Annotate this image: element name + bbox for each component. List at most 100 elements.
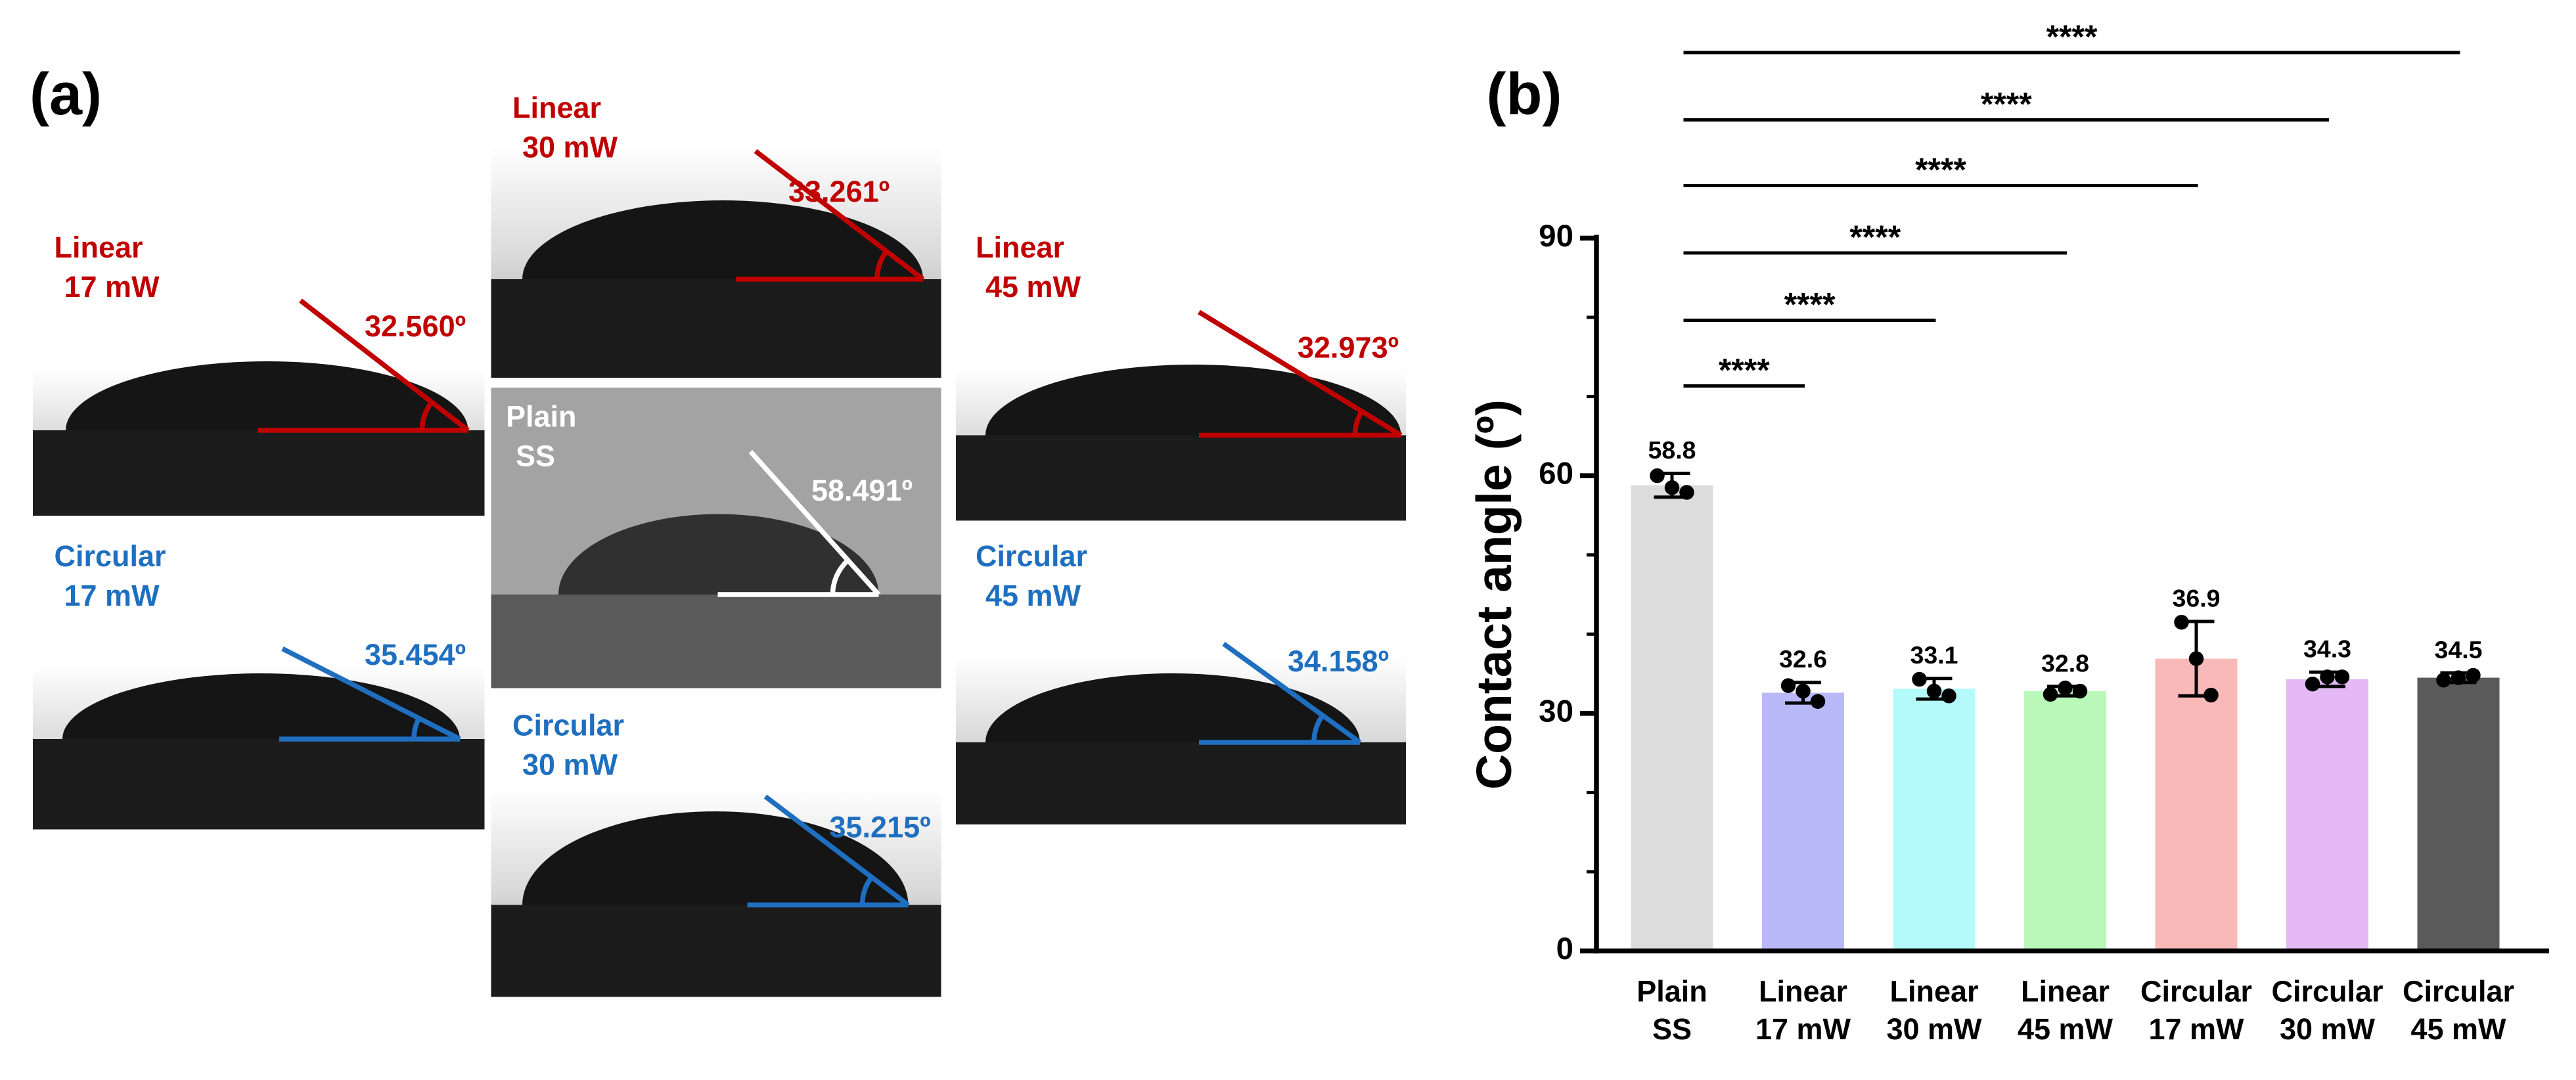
angle-label: 58.491º	[811, 474, 913, 507]
substrate	[491, 279, 941, 378]
data-point	[2451, 670, 2466, 685]
x-tick-label: 30 mW	[1886, 1012, 1982, 1046]
angle-label: 35.454º	[365, 638, 466, 671]
value-label: 32.8	[2041, 649, 2089, 677]
angle-arc	[859, 875, 874, 905]
angle-label: 35.215º	[830, 810, 931, 844]
x-tick-label: Plain	[1637, 974, 1707, 1008]
data-point	[2058, 681, 2073, 696]
angle-arc	[1311, 713, 1325, 743]
substrate	[956, 435, 1406, 521]
data-point	[2072, 683, 2088, 699]
substrate	[491, 905, 941, 997]
droplet	[522, 200, 923, 280]
x-tick-label: Circular	[2271, 974, 2383, 1008]
data-point	[1796, 683, 1811, 699]
x-tick-label: Circular	[2403, 974, 2514, 1008]
data-point	[2320, 669, 2335, 685]
data-point	[1679, 485, 1694, 500]
significance-label: ****	[1981, 86, 2032, 123]
substrate	[33, 430, 485, 516]
data-point	[2305, 676, 2320, 692]
photo-title: Circular	[55, 539, 166, 573]
data-point	[2436, 672, 2451, 688]
tangent-line	[281, 646, 461, 742]
tangent-line	[754, 149, 925, 281]
data-point	[1941, 688, 1956, 704]
data-point	[2188, 651, 2204, 666]
tangent-line	[748, 449, 881, 596]
angle-label: 33.261º	[788, 175, 890, 208]
angle-label: 32.560º	[365, 309, 466, 343]
data-point	[1650, 468, 1665, 484]
x-tick-label: 45 mW	[2410, 1012, 2506, 1046]
x-tick-label: 17 mW	[2148, 1012, 2244, 1046]
droplet	[66, 361, 468, 431]
angle-arc	[419, 400, 434, 431]
data-point	[1810, 694, 1826, 709]
photo-title: 45 mW	[985, 579, 1081, 612]
significance-label: ****	[1915, 152, 1966, 189]
photo-title: 17 mW	[64, 270, 160, 304]
panel-label: (a)	[30, 62, 102, 127]
angle-label: 34.158º	[1288, 644, 1389, 678]
angle-arc	[1352, 410, 1365, 436]
photo-title: Plain	[506, 399, 577, 433]
panel-label: (b)	[1487, 62, 1562, 127]
data-point	[1926, 683, 1942, 699]
significance-label: ****	[1784, 286, 1836, 323]
photo-title: Circular	[512, 708, 624, 742]
bar	[1631, 485, 1713, 951]
droplet	[558, 514, 879, 595]
substrate	[33, 739, 485, 830]
x-tick-label: Linear	[1889, 974, 1978, 1008]
tangent-line	[1222, 641, 1362, 745]
photo-title: 17 mW	[64, 579, 160, 612]
data-point	[2043, 686, 2058, 702]
angle-arc	[874, 250, 889, 280]
photo-title: Circular	[976, 539, 1087, 573]
data-point	[2334, 669, 2350, 685]
data-point	[1664, 480, 1680, 495]
data-point	[2466, 667, 2481, 683]
photo-title: 30 mW	[522, 130, 618, 164]
y-tick-label: 90	[1539, 219, 1573, 254]
photo-title: Linear	[976, 231, 1064, 264]
data-point	[2174, 614, 2189, 630]
photo-title: 45 mW	[985, 270, 1081, 304]
photo-title: Linear	[512, 91, 601, 124]
x-tick-label: Linear	[2021, 974, 2110, 1008]
y-tick-label: 60	[1539, 457, 1573, 491]
significance-label: ****	[1849, 219, 1901, 256]
photo-title: SS	[516, 439, 555, 472]
bar	[2155, 658, 2238, 951]
x-tick-label: 45 mW	[2018, 1012, 2113, 1046]
photo-title: Linear	[55, 231, 143, 264]
value-label: 34.5	[2435, 636, 2483, 664]
bar	[2024, 691, 2106, 951]
tangent-line	[1198, 309, 1403, 438]
droplet	[985, 673, 1360, 742]
angle-arc	[830, 558, 850, 595]
x-tick-label: 30 mW	[2280, 1012, 2376, 1046]
angle-arc	[411, 717, 422, 740]
substrate	[491, 595, 941, 688]
value-label: 36.9	[2173, 584, 2221, 612]
tangent-line	[299, 298, 470, 432]
photo-title: 30 mW	[522, 748, 618, 781]
data-point	[1780, 678, 1796, 693]
substrate	[956, 742, 1406, 824]
angle-label: 32.973º	[1298, 330, 1399, 364]
bar	[2286, 679, 2368, 951]
x-tick-label: 17 mW	[1755, 1012, 1851, 1046]
value-label: 58.8	[1648, 436, 1696, 464]
value-label: 33.1	[1910, 641, 1958, 669]
data-point	[2203, 687, 2219, 703]
value-label: 34.3	[2303, 635, 2351, 663]
significance-label: ****	[1719, 352, 1770, 389]
y-tick-label: 30	[1539, 694, 1573, 729]
y-axis-label: Contact angle (º)	[1466, 399, 1522, 790]
x-tick-label: Linear	[1759, 974, 1847, 1008]
bar	[1762, 692, 1844, 951]
